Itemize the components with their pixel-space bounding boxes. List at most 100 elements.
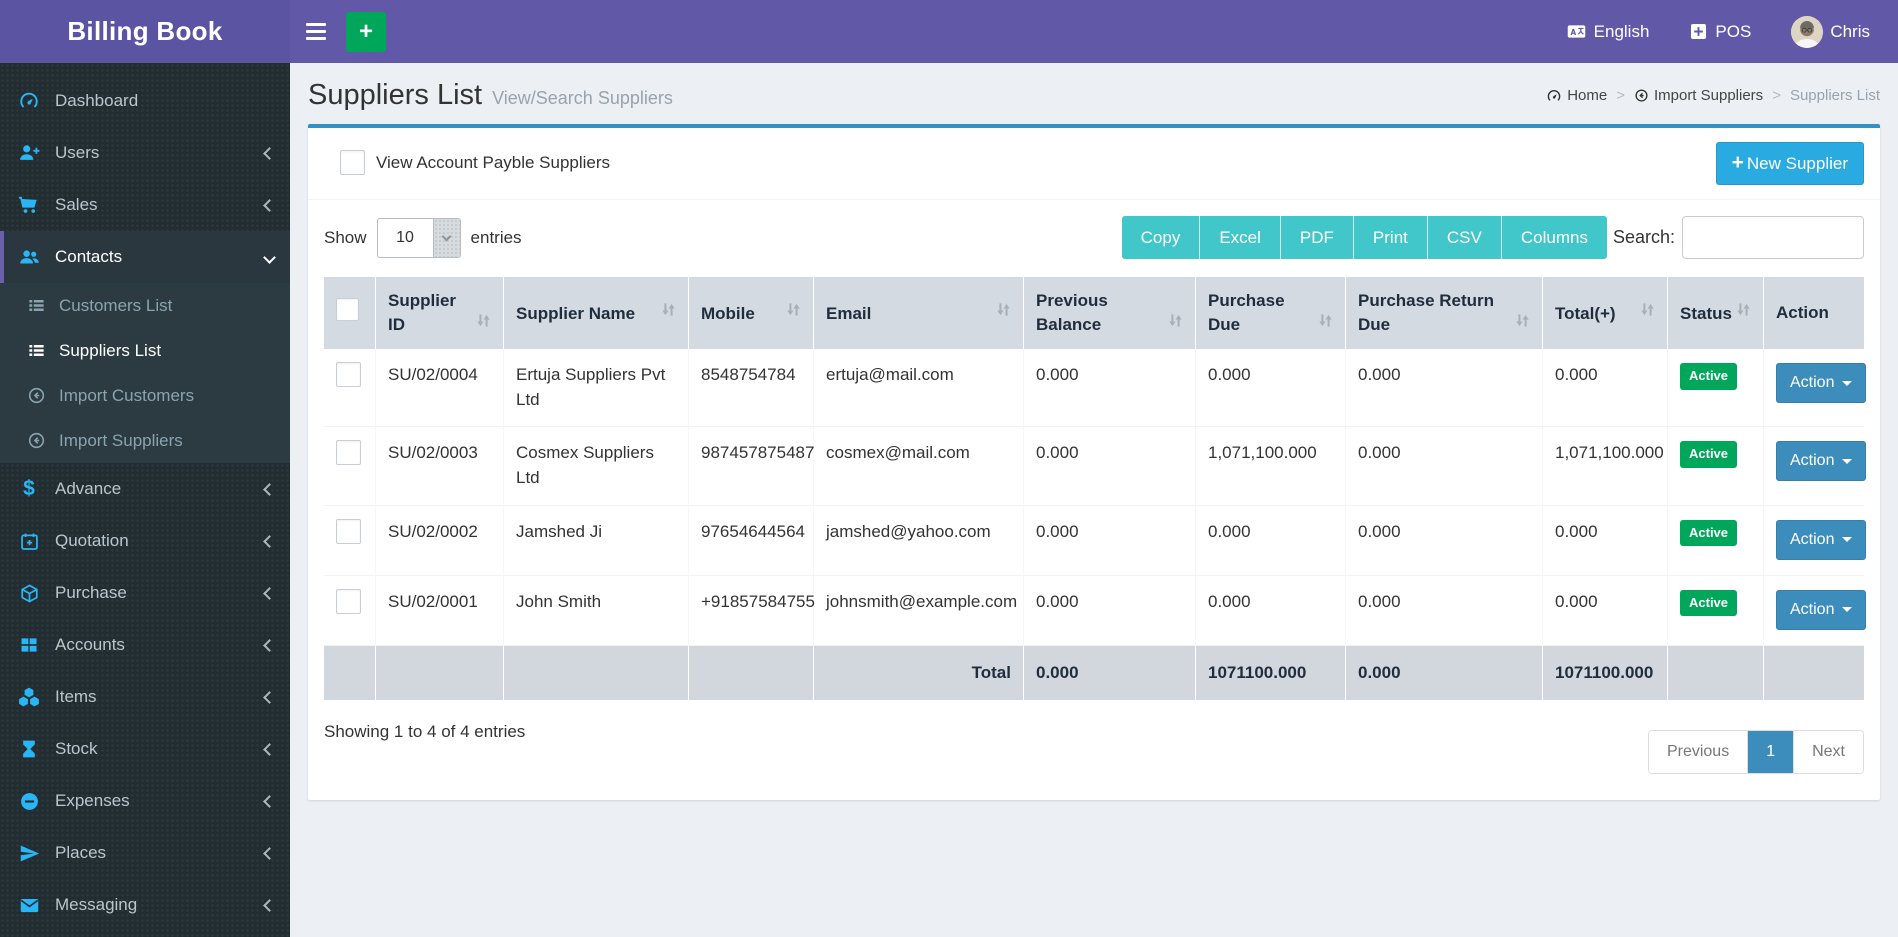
cell-total: 0.000	[1543, 575, 1668, 646]
chevron-left-icon	[263, 586, 276, 600]
cell-mobile: 97654644564	[689, 505, 814, 576]
columns-button[interactable]: Columns	[1501, 216, 1607, 259]
column-supplier-name[interactable]: Supplier Name	[504, 277, 689, 349]
action-dropdown-button[interactable]: Action	[1776, 589, 1867, 630]
cell-previous-balance: 0.000	[1024, 575, 1196, 646]
status-badge: Active	[1680, 441, 1738, 469]
search-input[interactable]	[1682, 216, 1864, 259]
submenu-item-label: Customers List	[59, 295, 173, 315]
row-checkbox[interactable]	[336, 362, 361, 387]
cube-icon	[16, 583, 42, 604]
envelope-icon	[16, 895, 42, 916]
sort-icon[interactable]	[1640, 300, 1655, 324]
sidebar-item-import-customers[interactable]: Import Customers	[0, 373, 290, 418]
sort-icon[interactable]	[1736, 300, 1751, 324]
total-total: 1071100.000	[1543, 645, 1668, 701]
copy-button[interactable]: Copy	[1121, 216, 1201, 259]
sidebar-item-purchase[interactable]: Purchase	[0, 567, 290, 619]
breadcrumb-home[interactable]: Home	[1546, 87, 1607, 104]
breadcrumb-separator: >	[1772, 87, 1781, 104]
sidebar-item-advance[interactable]: $ Advance	[0, 463, 290, 515]
column-previous-balance[interactable]: Previous Balance	[1024, 277, 1196, 349]
sidebar-item-sales[interactable]: Sales	[0, 179, 290, 231]
cell-supplier-name: John Smith	[504, 575, 689, 646]
row-checkbox[interactable]	[336, 440, 361, 466]
sort-icon[interactable]	[661, 300, 676, 324]
cell-supplier-name: Ertuja Suppliers Pvt Ltd	[504, 349, 689, 428]
row-checkbox[interactable]	[336, 588, 361, 614]
csv-button[interactable]: CSV	[1427, 216, 1502, 259]
grid-icon	[16, 635, 42, 655]
total-label: Total	[814, 645, 1024, 701]
language-menu[interactable]: English	[1566, 21, 1649, 42]
user-menu[interactable]: Chris	[1791, 15, 1870, 48]
sort-icon[interactable]	[476, 311, 491, 335]
sidebar-item-users[interactable]: Users	[0, 127, 290, 179]
print-button[interactable]: Print	[1353, 216, 1428, 259]
sidebar-item-expenses[interactable]: Expenses	[0, 775, 290, 827]
chevron-left-icon	[263, 794, 276, 808]
previous-page-button[interactable]: Previous	[1648, 731, 1748, 774]
suppliers-table: Supplier ID Supplier Name Mobile Email P…	[324, 277, 1867, 701]
sidebar-item-dashboard[interactable]: Dashboard	[0, 75, 290, 127]
minus-circle-icon	[16, 791, 42, 812]
show-entries: Show 10 entries	[324, 217, 522, 258]
submenu-item-label: Import Suppliers	[59, 430, 183, 450]
sidebar-item-customers-list[interactable]: Customers List	[0, 283, 290, 328]
column-mobile[interactable]: Mobile	[689, 277, 814, 349]
sidebar-item-quotation[interactable]: Quotation	[0, 515, 290, 567]
column-status[interactable]: Status	[1668, 277, 1764, 349]
suppliers-box: View Account Payble Suppliers + New Supp…	[308, 124, 1880, 801]
column-email[interactable]: Email	[814, 277, 1024, 349]
sidebar-item-messaging[interactable]: Messaging	[0, 879, 290, 931]
row-checkbox[interactable]	[336, 518, 361, 544]
cell-email: jamshed@yahoo.com	[814, 505, 1024, 576]
gauge-icon	[16, 90, 42, 112]
pdf-button[interactable]: PDF	[1280, 216, 1354, 259]
next-page-button[interactable]: Next	[1793, 731, 1863, 774]
sort-icon[interactable]	[1318, 311, 1333, 335]
sidebar-toggle-button[interactable]	[290, 0, 342, 63]
language-icon	[1567, 25, 1585, 38]
sidebar-item-places[interactable]: Places	[0, 827, 290, 879]
page-size-select[interactable]: 10	[376, 217, 461, 258]
sort-icon[interactable]	[996, 300, 1011, 324]
sort-icon[interactable]	[1515, 311, 1530, 335]
sort-icon[interactable]	[786, 300, 801, 324]
sidebar-item-import-suppliers[interactable]: Import Suppliers	[0, 418, 290, 463]
pos-button[interactable]: POS	[1689, 22, 1751, 42]
view-payble-checkbox[interactable]	[340, 150, 365, 175]
table-row: SU/02/0001 John Smith +91857584755 johns…	[324, 575, 1867, 646]
action-dropdown-button[interactable]: Action	[1776, 363, 1867, 403]
cell-supplier-name: Jamshed Ji	[504, 505, 689, 576]
new-supplier-button[interactable]: + New Supplier	[1715, 142, 1864, 185]
sidebar-item-suppliers-list[interactable]: Suppliers List	[0, 328, 290, 373]
chevron-left-icon	[263, 898, 276, 912]
navbar-right: English POS	[1566, 15, 1870, 48]
sidebar-item-stock[interactable]: Stock	[0, 723, 290, 775]
page-1-button[interactable]: 1	[1747, 731, 1794, 774]
column-supplier-id[interactable]: Supplier ID	[376, 277, 504, 349]
action-dropdown-button[interactable]: Action	[1776, 441, 1867, 482]
table-row: SU/02/0003 Cosmex Suppliers Ltd 98745787…	[324, 427, 1867, 506]
app-logo[interactable]: Billing Book	[0, 0, 290, 63]
top-navbar: + English POS	[290, 0, 1898, 63]
excel-button[interactable]: Excel	[1200, 216, 1281, 259]
sort-icon[interactable]	[1168, 311, 1183, 335]
main-content: Suppliers List View/Search Suppliers Home…	[290, 63, 1898, 937]
cart-icon	[16, 194, 42, 216]
total-purchase-due: 1071100.000	[1196, 645, 1346, 701]
column-purchase-return-due[interactable]: Purchase Return Due	[1346, 277, 1543, 349]
hamburger-icon	[306, 23, 326, 26]
showing-entries-text: Showing 1 to 4 of 4 entries	[324, 722, 526, 742]
sidebar-item-contacts[interactable]: Contacts	[0, 231, 290, 283]
select-all-checkbox[interactable]	[336, 298, 359, 322]
breadcrumb-import-suppliers[interactable]: Import Suppliers	[1634, 87, 1763, 104]
table-controls: Show 10 entries Copy Excel PDF Print CSV…	[308, 200, 1880, 271]
sidebar-item-accounts[interactable]: Accounts	[0, 619, 290, 671]
quick-add-button[interactable]: +	[346, 11, 386, 52]
column-purchase-due[interactable]: Purchase Due	[1196, 277, 1346, 349]
column-total[interactable]: Total(+)	[1543, 277, 1668, 349]
action-dropdown-button[interactable]: Action	[1776, 519, 1867, 560]
sidebar-item-items[interactable]: Items	[0, 671, 290, 723]
